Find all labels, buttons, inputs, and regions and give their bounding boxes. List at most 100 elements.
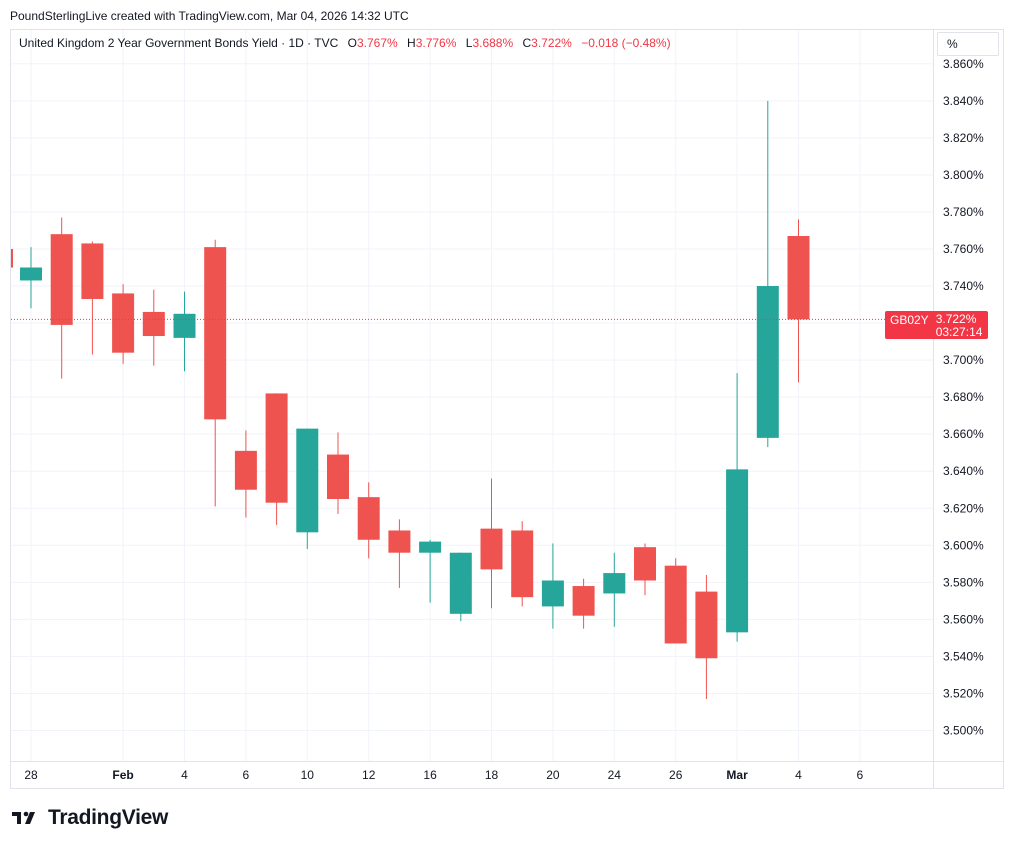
candle-body xyxy=(234,450,257,490)
price-axis: 3.500% 3.520% 3.540% 3.560% 3.580% 3.600% 3.62… xyxy=(933,30,984,789)
candle[interactable] xyxy=(541,543,564,629)
x-tick-label: 12 xyxy=(362,768,376,782)
x-tick-label: 18 xyxy=(485,768,499,782)
price-scale-unit-button[interactable]: % xyxy=(937,32,999,56)
x-tick-label: Mar xyxy=(726,768,748,782)
candle[interactable] xyxy=(480,478,503,609)
candle[interactable] xyxy=(357,482,380,559)
candle-body xyxy=(664,565,687,644)
y-tick-label: 3.620% xyxy=(943,501,984,515)
x-tick-label: 10 xyxy=(301,768,315,782)
candle-body xyxy=(204,247,227,420)
candle-body xyxy=(541,580,564,607)
time-axis: 28 Feb 4 6 10 12 16 18 20 24 26 Mar 4 6 xyxy=(11,761,1004,782)
candle[interactable] xyxy=(756,100,779,448)
candle[interactable] xyxy=(419,539,442,603)
candle[interactable] xyxy=(204,239,227,507)
candle-body xyxy=(357,497,380,540)
candle[interactable] xyxy=(142,289,165,366)
candle[interactable] xyxy=(296,428,319,550)
x-tick-label: 6 xyxy=(243,768,250,782)
chart-legend: United Kingdom 2 Year Government Bonds Y… xyxy=(19,36,671,50)
legend-high-label: H xyxy=(407,36,416,50)
candle[interactable] xyxy=(388,519,411,588)
candle-body xyxy=(388,530,411,553)
legend-change: −0.018 (−0.48%) xyxy=(581,36,671,50)
legend-low-label: L xyxy=(465,36,473,50)
candle-body xyxy=(81,243,104,299)
candle-body xyxy=(327,454,349,499)
candle[interactable] xyxy=(20,247,42,309)
tradingview-logo-text: TradingView xyxy=(48,806,169,829)
candle[interactable] xyxy=(50,217,73,379)
x-tick-label: 4 xyxy=(795,768,802,782)
y-tick-label: 3.760% xyxy=(943,242,984,256)
chart-credit: PoundSterlingLive created with TradingVi… xyxy=(10,9,409,23)
y-tick-label: 3.580% xyxy=(943,575,984,589)
price-tag-symbol: GB02Y xyxy=(890,313,929,327)
candle-body xyxy=(419,541,442,553)
y-tick-label: 3.560% xyxy=(943,612,984,626)
y-tick-label: 3.860% xyxy=(943,57,984,71)
y-tick-label: 3.680% xyxy=(943,390,984,404)
candle-body xyxy=(449,552,472,614)
candle-partial xyxy=(11,248,13,268)
y-tick-label: 3.740% xyxy=(943,279,984,293)
candle-body xyxy=(50,234,73,325)
legend-open-value: 3.767% xyxy=(356,36,398,50)
y-tick-label: 3.500% xyxy=(943,724,984,738)
legend-low-value: 3.688% xyxy=(472,36,514,50)
candle[interactable] xyxy=(726,373,749,642)
candle-body xyxy=(756,286,779,438)
y-tick-label: 3.640% xyxy=(943,464,984,478)
grid-lines xyxy=(11,30,933,761)
legend-symbol-title: United Kingdom 2 Year Government Bonds Y… xyxy=(19,36,339,50)
candle-body xyxy=(572,586,595,616)
candle-body xyxy=(20,267,42,281)
candle[interactable] xyxy=(664,558,687,644)
candle[interactable] xyxy=(265,393,288,525)
candle[interactable] xyxy=(634,543,656,596)
y-tick-label: 3.820% xyxy=(943,131,984,145)
candle[interactable] xyxy=(572,578,595,629)
legend-open-label: O xyxy=(347,36,357,50)
tradingview-logo[interactable]: TradingView xyxy=(12,806,168,830)
price-tag-value: 3.722% xyxy=(935,312,977,326)
y-tick-label: 3.520% xyxy=(943,686,984,700)
candle[interactable] xyxy=(449,552,472,622)
candle-body xyxy=(603,573,626,594)
candle-body xyxy=(695,591,718,659)
candle[interactable] xyxy=(787,219,810,383)
y-tick-label: 3.600% xyxy=(943,538,984,552)
candle-body xyxy=(142,311,165,337)
candle[interactable] xyxy=(327,432,349,514)
x-tick-label: 26 xyxy=(669,768,683,782)
candle-body xyxy=(511,530,534,598)
candle[interactable] xyxy=(603,552,626,627)
candle[interactable] xyxy=(234,430,257,518)
candle-body xyxy=(480,528,503,570)
candle[interactable] xyxy=(511,521,534,607)
candle-body xyxy=(296,428,319,533)
candle-body xyxy=(634,547,656,581)
y-tick-label: 3.700% xyxy=(943,353,984,367)
candle[interactable] xyxy=(695,574,718,700)
candles xyxy=(11,100,810,700)
price-tag-countdown: 03:27:14 xyxy=(935,325,983,339)
y-tick-label: 3.540% xyxy=(943,649,984,663)
candle[interactable] xyxy=(112,284,135,364)
y-tick-label: 3.780% xyxy=(943,205,984,219)
candle[interactable] xyxy=(81,241,104,355)
tradingview-logo-icon xyxy=(12,811,35,824)
chart-frame xyxy=(10,29,1004,789)
last-price-tag: GB02Y 3.722% 03:27:14 xyxy=(885,311,989,339)
candle[interactable] xyxy=(173,291,196,372)
x-tick-label: 24 xyxy=(608,768,622,782)
y-tick-label: 3.660% xyxy=(943,427,984,441)
candle-body xyxy=(726,469,749,633)
x-tick-label: 16 xyxy=(423,768,437,782)
candle-body xyxy=(173,313,196,338)
legend-close-value: 3.722% xyxy=(531,36,572,50)
y-tick-label: 3.800% xyxy=(943,168,984,182)
